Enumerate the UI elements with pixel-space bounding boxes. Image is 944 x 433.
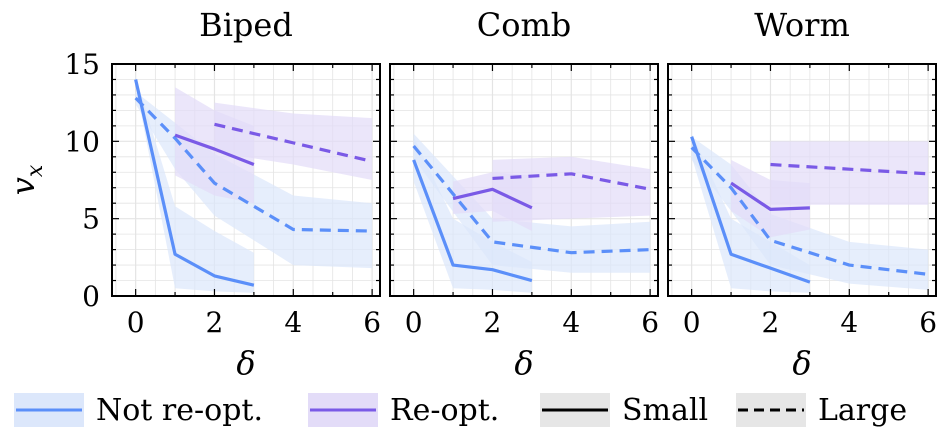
band-reopt-large xyxy=(492,156,651,222)
plot-frame xyxy=(111,63,381,297)
x-tick-label: 2 xyxy=(484,306,502,339)
ticks xyxy=(112,63,380,297)
x-tick-label: 0 xyxy=(683,306,701,339)
y-tick-label: 0 xyxy=(82,280,100,313)
series-not_reopt-small xyxy=(134,79,255,287)
series-not_reopt-large xyxy=(134,96,373,233)
legend-label-reopt: Re-opt. xyxy=(390,393,499,428)
x-tick-label: 6 xyxy=(641,306,659,339)
plot-frame xyxy=(389,63,659,297)
bands xyxy=(413,133,651,293)
series-not_reopt-small xyxy=(690,136,811,284)
y-axis-label: vx xyxy=(4,164,48,195)
x-tick-label: 0 xyxy=(405,306,423,339)
series-not_reopt-large xyxy=(412,144,651,255)
x-tick-label: 6 xyxy=(363,306,381,339)
x-axis-label: δ xyxy=(236,344,255,382)
series-reopt-large xyxy=(214,122,373,163)
y-tick-label: 15 xyxy=(64,48,100,81)
y-tick-labels: 0 5 10 15 xyxy=(64,48,100,313)
lines xyxy=(412,144,651,283)
legend-label-not-reopt: Not re-opt. xyxy=(96,393,263,428)
panel-biped: Biped 0 2 4 6 δ xyxy=(111,6,381,382)
series-reopt-small xyxy=(730,181,810,211)
band-reopt-large xyxy=(770,141,929,205)
lines xyxy=(690,136,929,284)
x-tick-label: 4 xyxy=(284,306,302,339)
x-tick-label: 6 xyxy=(919,306,937,339)
panel-title: Worm xyxy=(754,6,850,44)
y-tick-label: 10 xyxy=(64,125,100,158)
series-reopt-small xyxy=(452,187,533,210)
panel-title: Comb xyxy=(477,6,572,44)
legend: Not re-opt. Re-opt. Small Large xyxy=(14,393,907,428)
lines xyxy=(134,79,373,287)
ticks xyxy=(668,63,936,297)
band-not_reopt-large xyxy=(413,133,651,273)
band-not_reopt-small xyxy=(135,76,254,293)
x-tick-labels: 0 2 4 6 xyxy=(127,306,381,339)
x-tick-label: 2 xyxy=(206,306,224,339)
panel-title: Biped xyxy=(199,6,293,44)
x-tick-label: 2 xyxy=(762,306,780,339)
legend-label-small: Small xyxy=(622,393,708,428)
series-reopt-small xyxy=(174,133,255,167)
x-axis-label: δ xyxy=(514,344,533,382)
bands xyxy=(691,133,929,293)
x-tick-labels: 0 2 4 6 xyxy=(683,306,937,339)
panel-worm: Worm 0 2 4 6 δ xyxy=(667,6,937,382)
panel-comb: Comb 0 2 4 6 δ xyxy=(389,6,659,382)
series-reopt-large xyxy=(770,162,929,176)
x-tick-labels: 0 2 4 6 xyxy=(405,306,659,339)
x-axis-label: δ xyxy=(792,344,811,382)
y-tick-label: 5 xyxy=(82,203,100,236)
x-tick-label: 0 xyxy=(127,306,145,339)
legend-label-large: Large xyxy=(818,393,907,428)
series-reopt-large xyxy=(492,172,651,191)
series-not_reopt-small xyxy=(412,159,533,283)
plot-frame xyxy=(667,63,937,297)
series-not_reopt-large xyxy=(690,146,929,276)
band-not_reopt-large xyxy=(691,136,929,290)
x-tick-label: 4 xyxy=(562,306,580,339)
ticks xyxy=(390,63,658,297)
bands xyxy=(135,76,373,293)
x-tick-label: 4 xyxy=(840,306,858,339)
